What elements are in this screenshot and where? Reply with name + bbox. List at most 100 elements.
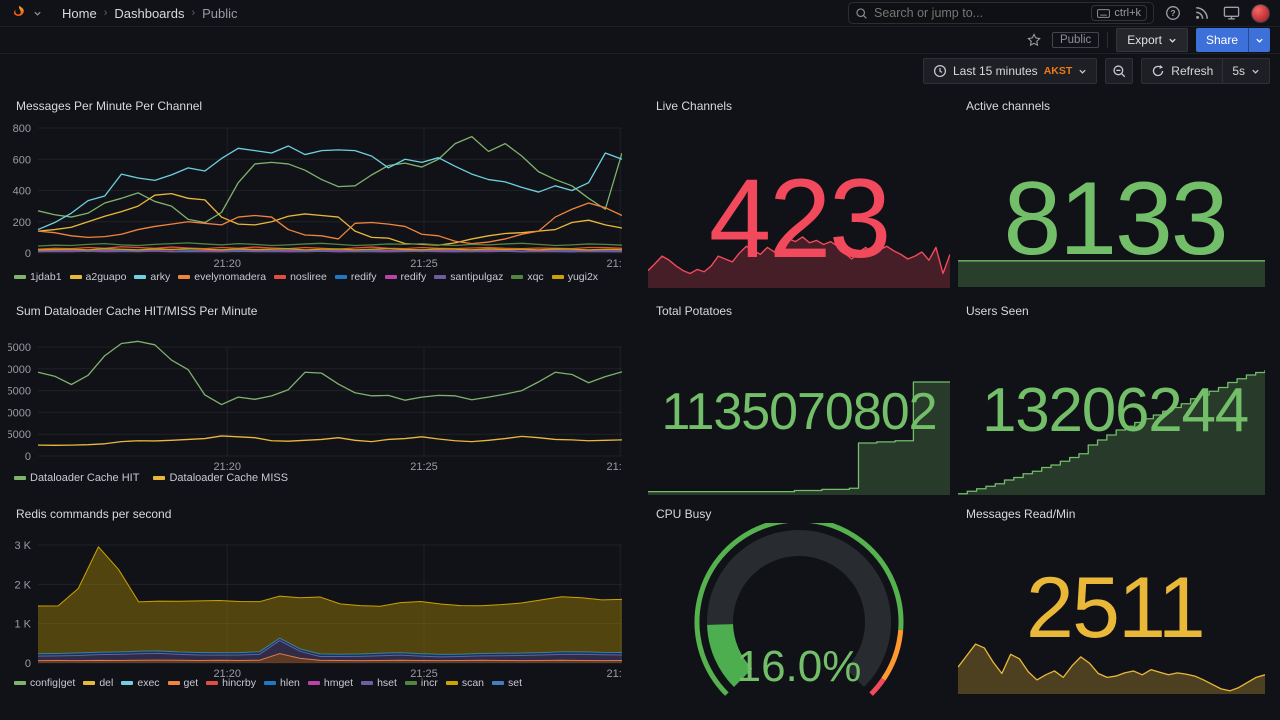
legend-color-chip: [361, 681, 374, 685]
rss-icon: [1196, 7, 1208, 19]
legend-item[interactable]: xqc: [511, 271, 544, 283]
breadcrumb-home[interactable]: Home: [62, 5, 97, 21]
dashboard-actions-bar: Public Export Share: [0, 27, 1280, 54]
legend-label: santipulgaz: [450, 271, 504, 283]
legend-item[interactable]: hlen: [264, 677, 300, 689]
legend-label: nosliree: [290, 271, 327, 283]
legend-label: get: [183, 677, 199, 689]
refresh-button[interactable]: Refresh: [1142, 59, 1222, 83]
chevron-down-icon: [1079, 69, 1086, 74]
svg-text:?: ?: [1170, 8, 1175, 18]
panel-title[interactable]: Active channels: [966, 99, 1051, 113]
legend-label: scan: [461, 677, 485, 689]
legend-label: hlen: [280, 677, 300, 689]
grafana-logo-icon: [13, 5, 24, 16]
svg-text:21:20: 21:20: [213, 258, 241, 270]
svg-text:800: 800: [13, 123, 31, 135]
cpu-gauge: 16.0%: [648, 517, 950, 715]
legend-item[interactable]: evelynomadera: [178, 271, 266, 283]
chart-legend: Dataloader Cache HIT Dataloader Cache MIS…: [14, 472, 640, 484]
svg-text:200: 200: [13, 217, 31, 229]
help-button[interactable]: ?: [1163, 3, 1183, 23]
legend-item[interactable]: hmget: [307, 677, 353, 689]
legend-item[interactable]: redify: [384, 271, 426, 283]
share-menu-caret[interactable]: [1248, 28, 1270, 52]
favorite-button[interactable]: [1024, 30, 1044, 50]
chevron-down-icon: [1252, 69, 1259, 74]
legend-item[interactable]: redify: [334, 271, 377, 283]
clock-icon: [933, 64, 947, 78]
legend-label: set: [508, 677, 523, 689]
legend-color-chip: [445, 681, 458, 685]
panel-redis-commands: Redis commands per second 0 1 K 2 K 3 K 21:2…: [8, 503, 640, 703]
breadcrumb-dashboards[interactable]: Dashboards: [114, 5, 185, 21]
legend-item[interactable]: hincrby: [206, 677, 256, 689]
legend-label: evelynomadera: [194, 271, 267, 283]
time-controls-bar: Last 15 minutes AKST Refresh 5s: [0, 54, 1280, 88]
news-button[interactable]: [1192, 3, 1212, 23]
panel-title[interactable]: Total Potatoes: [656, 304, 733, 318]
top-nav: Home › Dashboards › Public ctrl+k ?: [0, 0, 1280, 27]
stat-value: 2511: [1025, 560, 1206, 656]
legend-color-chip: [404, 681, 417, 685]
breadcrumb-separator: ›: [103, 7, 108, 19]
export-button[interactable]: Export: [1116, 28, 1188, 52]
legend-label: a2guapo: [85, 271, 127, 283]
legend-label: redify: [350, 271, 377, 283]
divider: [1107, 32, 1109, 48]
legend-item[interactable]: hset: [361, 677, 397, 689]
panel-title[interactable]: Sum Dataloader Cache HIT/MISS Per Minute: [16, 304, 258, 318]
help-icon: ?: [1166, 6, 1180, 20]
legend-item[interactable]: Dataloader Cache MISS: [153, 472, 288, 484]
zoom-out-button[interactable]: [1105, 58, 1134, 84]
grafana-logo-button[interactable]: [10, 4, 42, 23]
refresh-interval-picker[interactable]: 5s: [1222, 59, 1269, 83]
user-avatar[interactable]: [1251, 3, 1270, 23]
legend-item[interactable]: arky: [134, 271, 170, 283]
legend-item[interactable]: exec: [121, 677, 160, 689]
legend-item[interactable]: incr: [404, 677, 438, 689]
legend-item[interactable]: set: [492, 677, 522, 689]
legend-item[interactable]: scan: [445, 677, 485, 689]
legend-item[interactable]: yugi2x: [551, 271, 598, 283]
legend-color-chip: [434, 275, 447, 279]
legend-item[interactable]: del: [83, 677, 113, 689]
legend-label: Dataloader Cache HIT: [30, 472, 140, 484]
legend-item[interactable]: santipulgaz: [434, 271, 503, 283]
refresh-icon: [1153, 65, 1164, 77]
svg-text:0: 0: [25, 451, 31, 463]
panel-title[interactable]: Redis commands per second: [16, 507, 172, 521]
stat-value: 423: [708, 156, 891, 281]
time-range-picker[interactable]: Last 15 minutes AKST: [924, 59, 1096, 83]
panel-title[interactable]: Users Seen: [966, 304, 1029, 318]
search-input[interactable]: [874, 6, 1086, 20]
svg-text:25000: 25000: [8, 342, 31, 354]
panel-dataloader-cache: Sum Dataloader Cache HIT/MISS Per Minute…: [0, 300, 640, 500]
panel-title[interactable]: Live Channels: [656, 99, 733, 113]
panel-title[interactable]: Messages Per Minute Per Channel: [16, 99, 203, 113]
legend-item[interactable]: a2guapo: [69, 271, 127, 283]
legend-label: exec: [137, 677, 160, 689]
legend-item[interactable]: 1jdab1: [14, 271, 62, 283]
zoom-out-icon: [1113, 64, 1125, 77]
legend-item[interactable]: get: [167, 677, 199, 689]
panel-title[interactable]: CPU Busy: [656, 507, 712, 521]
legend-item[interactable]: Dataloader Cache HIT: [14, 472, 139, 484]
panel-title[interactable]: Messages Read/Min: [966, 507, 1076, 521]
share-button[interactable]: Share: [1195, 28, 1270, 52]
shortcut-label: ctrl+k: [1114, 7, 1141, 19]
chevron-down-icon: [34, 11, 41, 16]
breadcrumb-separator: ›: [191, 7, 196, 19]
screen-share-button[interactable]: [1221, 3, 1242, 23]
svg-text:21:25: 21:25: [410, 258, 438, 270]
legend-item[interactable]: config|get: [14, 677, 75, 689]
legend-label: hset: [377, 677, 397, 689]
search-box[interactable]: ctrl+k: [848, 2, 1154, 24]
panel-messages-per-minute: Messages Per Minute Per Channel 0 200 400 6…: [8, 95, 640, 297]
legend-color-chip: [134, 275, 147, 279]
legend-item[interactable]: nosliree: [274, 271, 327, 283]
legend-color-chip: [14, 275, 26, 279]
svg-text:10000: 10000: [8, 407, 31, 419]
